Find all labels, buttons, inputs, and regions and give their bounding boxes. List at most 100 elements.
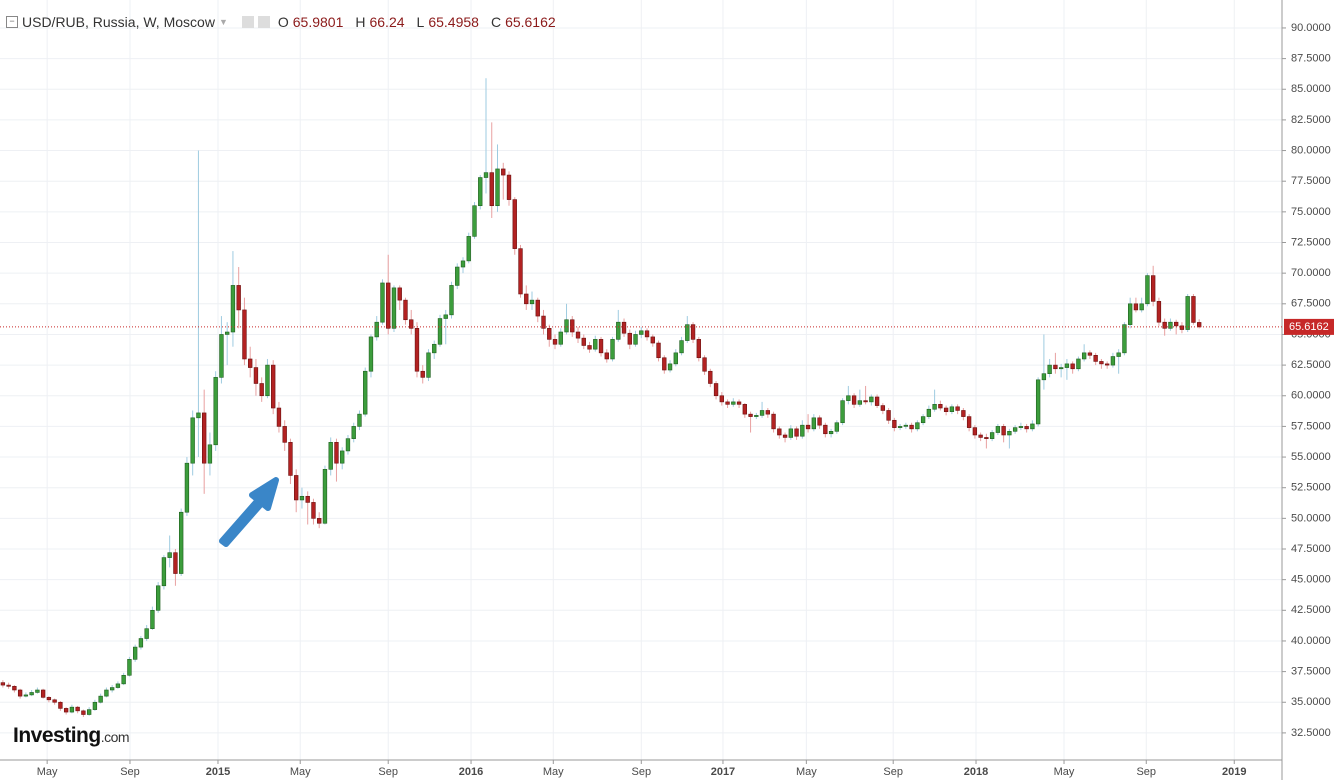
candle-body: [725, 401, 730, 405]
candle-body: [109, 687, 115, 691]
candle-body: [121, 674, 126, 685]
candle-body: [132, 646, 138, 660]
candle-body: [840, 400, 845, 424]
candle-body: [397, 287, 402, 301]
candle-body: [52, 699, 57, 703]
candle-body: [426, 352, 431, 378]
candle-body: [351, 426, 356, 439]
candle-body: [1058, 367, 1064, 370]
candle-body: [1018, 426, 1024, 428]
x-tick-label: Sep: [120, 766, 140, 778]
candle-body: [242, 309, 247, 360]
candle-body: [1081, 352, 1087, 360]
candle-body: [460, 260, 466, 268]
candle-body: [547, 328, 552, 340]
candle-body: [690, 324, 696, 340]
candle-body: [219, 334, 224, 378]
candle-body: [1035, 379, 1041, 425]
candle-body: [719, 395, 724, 403]
candle-body: [989, 432, 995, 439]
candle-body: [593, 339, 598, 350]
candle-body: [897, 426, 903, 428]
candle-body: [98, 695, 103, 703]
x-tick-label: May: [290, 766, 311, 778]
candle-body: [35, 689, 40, 693]
y-tick-label: 57.5000: [1291, 420, 1331, 432]
candle-body: [357, 413, 362, 427]
candle-body: [667, 363, 673, 371]
candle-body: [17, 689, 23, 697]
candle-body: [1053, 364, 1058, 370]
candle-body: [167, 552, 172, 558]
candle-body: [949, 406, 955, 412]
candle-body: [184, 462, 190, 513]
watermark-domain: .com: [100, 729, 130, 745]
candle-body: [1064, 363, 1070, 368]
candle-body: [1127, 303, 1133, 325]
candle-body: [961, 410, 966, 417]
candle-body: [115, 683, 121, 688]
candle-body: [75, 706, 80, 712]
candle-body: [782, 434, 788, 438]
candle-body: [943, 407, 949, 412]
y-tick-label: 32.5000: [1291, 727, 1331, 739]
candle-body: [432, 343, 437, 354]
y-tick-label: 62.5000: [1291, 359, 1331, 371]
candle-body: [374, 321, 379, 338]
candle-body: [570, 319, 575, 333]
eye-icon[interactable]: [241, 16, 254, 28]
candle-body: [92, 701, 98, 710]
x-tick-label: 2018: [964, 766, 988, 778]
candle-body: [340, 450, 345, 464]
candle-body: [621, 321, 627, 334]
candle-body: [1179, 325, 1185, 330]
candle-body: [920, 416, 926, 424]
x-tick-label: May: [1054, 766, 1075, 778]
dropdown-caret[interactable]: ▼: [218, 17, 228, 27]
x-tick-label: May: [37, 766, 58, 778]
candle-body: [299, 495, 305, 501]
close-label: C: [490, 14, 502, 30]
candle-body: [754, 415, 759, 417]
candle-body: [391, 287, 397, 329]
candle-body: [1133, 303, 1139, 311]
candle-body: [294, 475, 299, 501]
last-price-label: 65.6162: [1289, 321, 1329, 333]
candle-body: [1012, 427, 1018, 432]
close-value: 65.6162: [505, 14, 556, 30]
candle-body: [259, 383, 264, 397]
candle-body: [892, 419, 897, 428]
candle-body: [81, 710, 86, 715]
candle-body: [685, 324, 690, 341]
candle-body: [1122, 324, 1127, 354]
y-tick-label: 87.5000: [1291, 53, 1331, 65]
candle-body: [955, 406, 960, 411]
settings-icon[interactable]: [257, 16, 270, 28]
candle-body: [1007, 431, 1012, 436]
candle-body: [368, 336, 374, 372]
candle-body: [1104, 363, 1110, 366]
candle-body: [598, 339, 604, 354]
candle-body: [282, 426, 287, 443]
candle-body: [926, 408, 932, 417]
candle-body: [863, 400, 868, 403]
candle-body: [984, 437, 989, 439]
candle-body: [495, 168, 500, 207]
candle-body: [12, 686, 17, 691]
candle-body: [236, 285, 241, 311]
candle-body: [915, 422, 920, 430]
candle-body: [794, 428, 799, 437]
y-tick-label: 35.0000: [1291, 696, 1331, 708]
candle-body: [817, 417, 822, 426]
candle-body: [409, 319, 414, 329]
candle-body: [1168, 321, 1173, 329]
collapse-icon[interactable]: −: [6, 16, 18, 28]
candle-body: [851, 395, 857, 405]
y-tick-label: 67.5000: [1291, 298, 1331, 310]
candle-body: [230, 285, 236, 333]
candle-body: [265, 364, 270, 397]
candle-body: [736, 401, 742, 405]
candle-body: [1145, 275, 1150, 305]
candle-body: [1030, 423, 1035, 430]
candle-body: [380, 282, 385, 323]
